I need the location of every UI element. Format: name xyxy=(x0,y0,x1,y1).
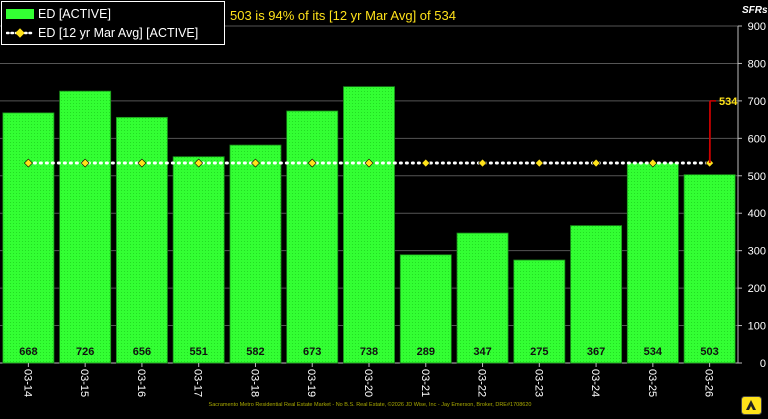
y-tick-label: 0 xyxy=(760,358,766,370)
chart-subtitle: 503 is 94% of its [12 yr Mar Avg] of 534 xyxy=(230,8,456,23)
y-tick-label: 100 xyxy=(748,321,766,333)
x-tick-label: 03-22 xyxy=(476,369,488,397)
x-tick-label: 03-18 xyxy=(248,369,260,397)
y-tick-label: 500 xyxy=(748,171,766,183)
avg-point xyxy=(137,158,147,168)
legend-item-active: ED [ACTIVE] xyxy=(6,5,111,23)
y-tick-label: 200 xyxy=(748,283,766,295)
bar-value-label: 668 xyxy=(19,346,37,358)
footer-credit: Sacramento Metro Residential Real Estate… xyxy=(208,402,532,408)
y-tick-label: 700 xyxy=(748,96,766,108)
avg-point xyxy=(478,158,487,168)
bar-value-label: 367 xyxy=(587,346,605,358)
x-tick-label: 03-25 xyxy=(646,369,658,397)
bar xyxy=(456,232,509,364)
x-tick-label: 03-16 xyxy=(135,369,147,397)
avg-point xyxy=(421,158,431,168)
avg-point xyxy=(194,158,204,168)
bar-value-label: 551 xyxy=(190,346,208,358)
x-tick-label: 03-15 xyxy=(78,369,90,397)
avg-point xyxy=(591,158,601,168)
bar-value-label: 673 xyxy=(303,346,321,358)
legend-label-avg: ED [12 yr Mar Avg] [ACTIVE] xyxy=(38,26,199,40)
avg-point xyxy=(251,158,260,168)
y-tick-label: 800 xyxy=(748,58,766,70)
legend-bar-swatch xyxy=(6,9,34,19)
bar-value-label: 738 xyxy=(360,346,378,358)
bar-value-label: 534 xyxy=(644,346,663,358)
bar-value-label: 347 xyxy=(473,346,491,358)
bar xyxy=(59,90,112,364)
legend-line-swatch xyxy=(6,28,34,38)
x-tick-label: 03-19 xyxy=(305,369,317,397)
avg-point xyxy=(364,158,374,168)
bar-value-label: 582 xyxy=(246,346,264,358)
x-tick-label: 03-14 xyxy=(21,369,33,397)
bar-value-label: 503 xyxy=(700,346,718,358)
bar xyxy=(683,174,736,364)
y-tick-label: 400 xyxy=(748,208,766,220)
y-tick-label: 900 xyxy=(748,21,766,33)
bar-value-label: 726 xyxy=(76,346,94,358)
y-tick-label: 300 xyxy=(748,246,766,258)
bar xyxy=(570,225,623,364)
legend-label-active: ED [ACTIVE] xyxy=(38,7,111,21)
bar-value-label: 275 xyxy=(530,346,548,358)
avg-point xyxy=(80,158,90,168)
x-tick-label: 03-20 xyxy=(362,369,374,397)
bar xyxy=(343,86,395,364)
y-tick-label: 600 xyxy=(748,133,766,145)
logo-icon xyxy=(741,396,762,415)
bar xyxy=(2,112,55,364)
legend-item-avg: ED [12 yr Mar Avg] [ACTIVE] xyxy=(6,24,198,42)
x-tick-label: 03-23 xyxy=(532,369,544,397)
bar-value-label: 289 xyxy=(417,346,435,358)
y-axis-unit-label: SFRs xyxy=(742,5,768,16)
x-tick-label: 03-24 xyxy=(589,369,601,397)
avg-point xyxy=(648,158,658,168)
x-tick-label: 03-21 xyxy=(419,369,431,397)
bar xyxy=(286,110,339,364)
x-tick-label: 03-26 xyxy=(703,369,715,397)
annotation-label: 534 xyxy=(719,96,738,108)
x-tick-label: 03-17 xyxy=(192,369,204,397)
legend: ED [ACTIVE] ED [12 yr Mar Avg] [ACTIVE] xyxy=(1,1,225,45)
avg-point xyxy=(534,158,544,168)
bar-value-label: 656 xyxy=(133,346,151,358)
bar xyxy=(115,116,168,364)
avg-point xyxy=(307,158,317,168)
avg-point xyxy=(23,158,33,168)
bar xyxy=(626,162,679,364)
bar xyxy=(229,144,282,364)
bar xyxy=(172,156,225,364)
